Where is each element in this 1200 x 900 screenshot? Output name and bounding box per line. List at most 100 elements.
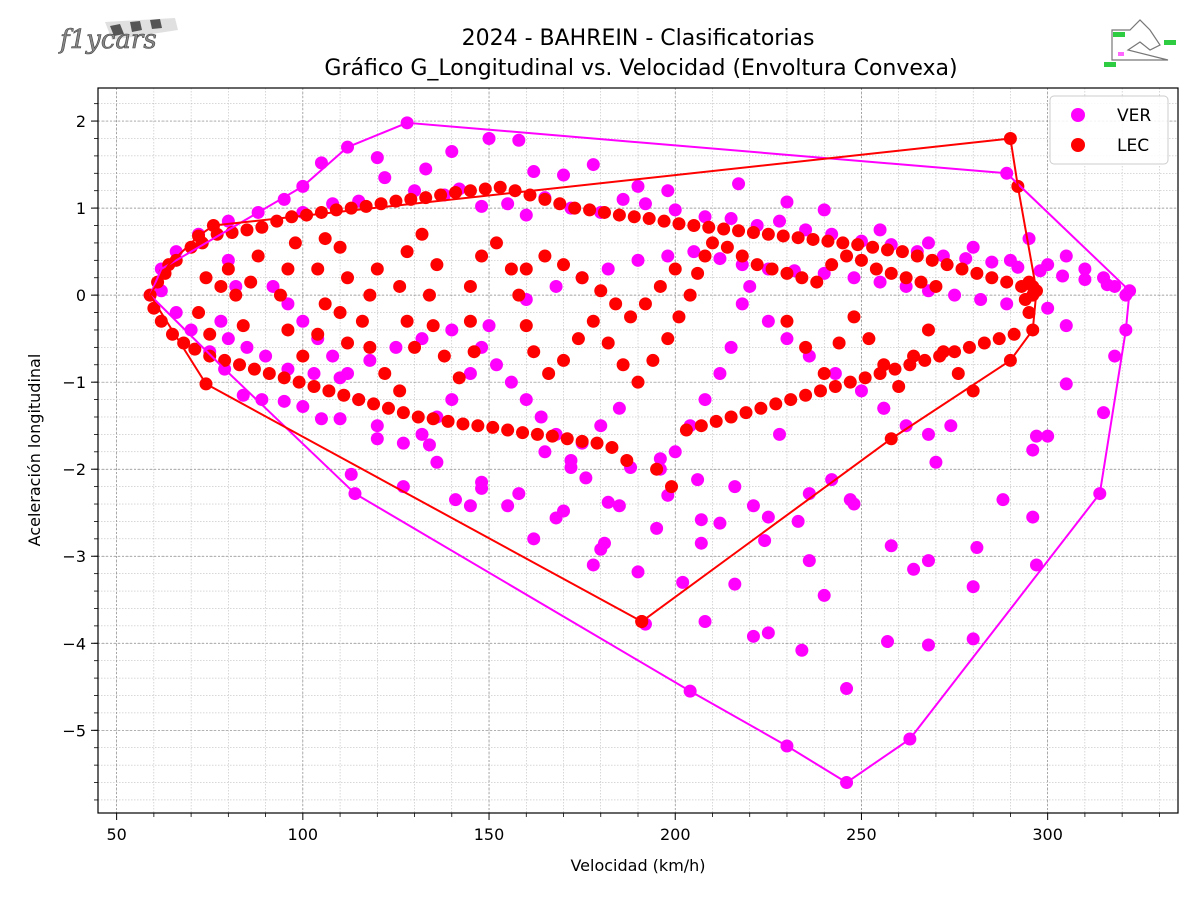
- point-lec: [463, 314, 477, 328]
- point-lec: [683, 288, 697, 302]
- point-lec: [393, 384, 407, 398]
- point-lec: [612, 208, 626, 222]
- point-ver: [698, 393, 712, 407]
- point-ver: [314, 156, 328, 170]
- point-lec: [229, 288, 243, 302]
- point-ver: [1108, 349, 1122, 363]
- point-lec: [512, 288, 526, 302]
- y-tick-label: −5: [62, 721, 86, 740]
- point-ver: [519, 208, 533, 222]
- point-lec: [992, 332, 1006, 346]
- point-lec: [929, 279, 943, 293]
- chart-subtitle: Gráfico G_Longitudinal vs. Velocidad (En…: [324, 56, 957, 81]
- point-lec: [914, 275, 928, 289]
- point-lec: [557, 258, 571, 272]
- x-axis: 50 100 150 200 250 300: [106, 813, 1160, 844]
- point-ver: [948, 288, 962, 302]
- point-lec: [557, 353, 571, 367]
- point-lec: [352, 393, 366, 407]
- point-lec: [854, 253, 868, 267]
- point-ver: [899, 419, 913, 433]
- point-ver: [1029, 429, 1043, 443]
- point-lec: [467, 345, 481, 359]
- point-lec: [631, 375, 645, 389]
- point-ver: [1100, 278, 1114, 292]
- legend: VER LEC: [1049, 95, 1169, 165]
- point-lec: [575, 271, 589, 285]
- point-lec: [434, 188, 448, 202]
- point-ver: [780, 332, 794, 346]
- point-lec: [776, 229, 790, 243]
- point-ver: [296, 400, 310, 414]
- point-ver: [370, 151, 384, 165]
- point-ver: [713, 516, 727, 530]
- point-lec: [542, 366, 556, 380]
- point-ver: [921, 638, 935, 652]
- point-ver: [773, 214, 787, 228]
- legend-marker-ver: [1071, 108, 1085, 122]
- point-ver: [1000, 297, 1014, 311]
- point-lec: [273, 288, 287, 302]
- point-lec: [545, 429, 559, 443]
- point-ver: [884, 539, 898, 553]
- point-ver: [691, 473, 705, 487]
- y-axis-label: Aceleración longitudinal: [25, 354, 44, 547]
- point-ver: [631, 253, 645, 267]
- point-lec: [910, 249, 924, 263]
- point-ver: [653, 452, 667, 466]
- point-ver: [661, 184, 675, 198]
- point-lec: [847, 310, 861, 324]
- point-lec: [441, 414, 455, 428]
- point-lec: [501, 423, 515, 437]
- point-lec: [810, 275, 824, 289]
- point-lec: [333, 240, 347, 254]
- point-ver: [985, 255, 999, 269]
- point-lec: [571, 332, 585, 346]
- point-lec: [750, 258, 764, 272]
- legend-label-ver: VER: [1117, 106, 1151, 126]
- point-ver: [221, 332, 235, 346]
- point-ver: [921, 236, 935, 250]
- point-lec: [687, 219, 701, 233]
- point-lec: [735, 249, 749, 263]
- point-ver: [445, 393, 459, 407]
- point-ver: [668, 445, 682, 459]
- point-ver: [713, 366, 727, 380]
- point-ver: [415, 427, 429, 441]
- point-ver: [169, 306, 183, 320]
- point-ver: [612, 499, 626, 513]
- point-lec: [884, 266, 898, 280]
- point-lec: [836, 236, 850, 250]
- point-lec: [341, 336, 355, 350]
- point-ver: [449, 493, 463, 507]
- x-tick-label: 250: [846, 825, 877, 844]
- point-ver: [970, 541, 984, 555]
- point-lec: [370, 262, 384, 276]
- point-lec: [329, 203, 343, 217]
- point-ver: [929, 455, 943, 469]
- point-lec: [720, 240, 734, 254]
- point-lec: [724, 410, 738, 424]
- point-ver: [344, 467, 358, 481]
- point-ver: [333, 412, 347, 426]
- point-lec: [381, 401, 395, 415]
- point-lec: [661, 332, 675, 346]
- point-ver: [1078, 272, 1092, 286]
- point-ver: [631, 179, 645, 193]
- point-lec: [177, 336, 191, 350]
- point-ver: [694, 536, 708, 550]
- point-ver: [430, 455, 444, 469]
- point-ver: [761, 510, 775, 524]
- point-ver: [370, 432, 384, 446]
- point-ver: [735, 297, 749, 311]
- point-lec: [962, 340, 976, 354]
- point-lec: [553, 197, 567, 211]
- point-ver: [996, 493, 1010, 507]
- point-ver: [847, 497, 861, 511]
- point-lec: [948, 345, 962, 359]
- point-ver: [396, 436, 410, 450]
- point-lec: [899, 271, 913, 285]
- point-lec: [691, 266, 705, 280]
- point-lec: [504, 262, 518, 276]
